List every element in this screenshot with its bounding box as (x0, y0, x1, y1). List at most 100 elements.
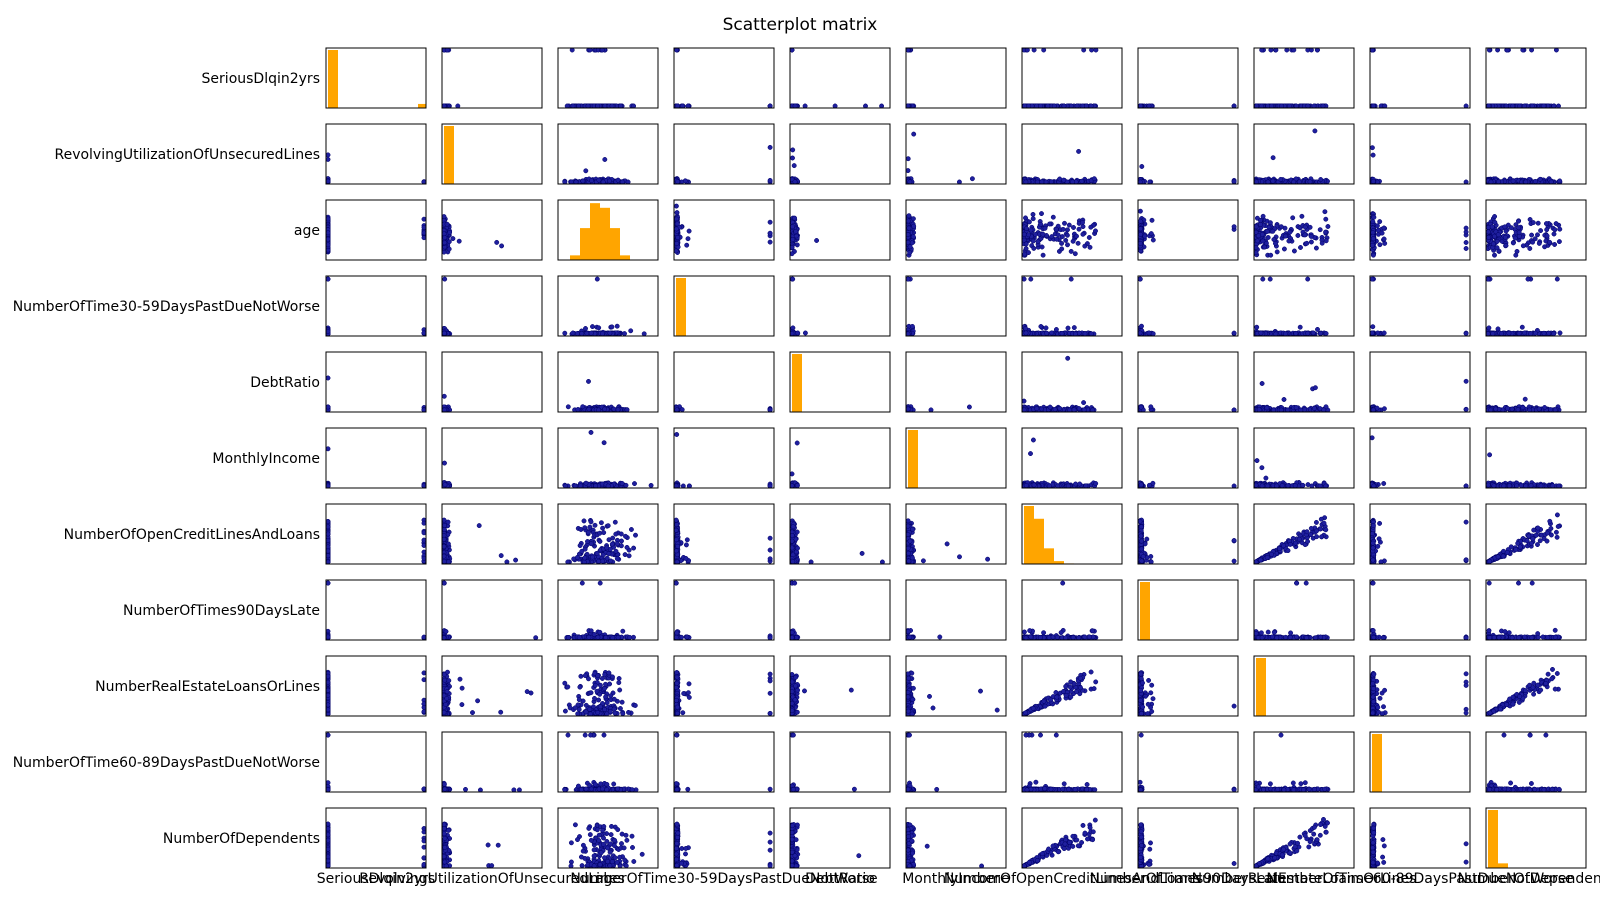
histogram-bar (676, 278, 686, 336)
scatter-point (575, 331, 579, 335)
panel-frame (1138, 48, 1238, 108)
scatter-points (1022, 277, 1096, 336)
scatter-point (1064, 238, 1068, 242)
scatter-point (686, 237, 690, 241)
scatter-point (1538, 228, 1542, 232)
scatter-point (1092, 177, 1096, 181)
scatter-point (1024, 246, 1028, 250)
scatter-point (597, 178, 601, 182)
panel-frame (790, 48, 890, 108)
scatter-point (499, 244, 503, 248)
scatter-point (1040, 245, 1044, 249)
scatter-point (587, 407, 591, 411)
scatter-point (1265, 229, 1269, 233)
scatter-point (1089, 332, 1093, 336)
scatter-point (1503, 235, 1507, 239)
scatter-points (442, 48, 460, 108)
scatter-point (1517, 331, 1521, 335)
scatter-point (1061, 227, 1065, 231)
scatter-point (1529, 332, 1533, 336)
scatter-point (607, 179, 611, 183)
scatter-point (629, 329, 633, 333)
scatter-point (1486, 230, 1490, 234)
scatter-point (685, 243, 689, 247)
scatter-points (442, 277, 452, 336)
scatter-point (1022, 252, 1026, 256)
scatter-point (1464, 246, 1468, 250)
scatter-point (1039, 324, 1043, 328)
scatter-point (1138, 227, 1142, 231)
histogram-bar (600, 208, 610, 260)
scatter-point (1062, 221, 1066, 225)
panel-frame (326, 352, 426, 412)
scatter-point (1319, 177, 1323, 181)
scatter-point (1528, 246, 1532, 250)
scatter-points (1486, 277, 1562, 336)
scatter-point (569, 180, 573, 184)
scatter-point (1514, 253, 1518, 257)
scatter-point (1283, 234, 1287, 238)
scatter-point (1306, 331, 1310, 335)
scatter-point (1275, 250, 1279, 254)
scatter-point (585, 331, 589, 335)
scatter-point (1261, 239, 1265, 243)
scatter-point (814, 238, 818, 242)
scatter-point (1320, 241, 1324, 245)
scatter-point (791, 277, 795, 281)
scatter-point (1138, 219, 1142, 223)
scatter-point (1378, 219, 1382, 223)
scatter-points (1486, 214, 1562, 257)
scatter-point (1279, 225, 1283, 229)
scatter-point (589, 331, 593, 335)
scatter-point (1077, 227, 1081, 231)
scatter-point (1378, 243, 1382, 247)
scatter-point (1138, 277, 1142, 281)
scatter-point (1496, 327, 1500, 331)
panel-frame (674, 124, 774, 184)
panel-frame (906, 276, 1006, 336)
scatter-point (1464, 226, 1468, 230)
scatter-point (1047, 222, 1051, 226)
scatter-point (1050, 234, 1054, 238)
scatter-point (1138, 241, 1142, 245)
scatter-point (1269, 253, 1273, 257)
scatter-points (326, 153, 426, 185)
scatter-point (1147, 331, 1151, 335)
scatter-point (1511, 241, 1515, 245)
scatter-points (565, 48, 636, 108)
scatter-point (589, 178, 593, 182)
scatter-point (1026, 233, 1030, 237)
scatter-point (1552, 242, 1556, 246)
panel-frame (1370, 124, 1470, 184)
scatter-point (1464, 240, 1468, 244)
scatter-point (1371, 179, 1375, 183)
scatter-point (1259, 331, 1263, 335)
scatter-points (906, 277, 916, 336)
scatter-point (1065, 228, 1069, 232)
scatter-points (790, 216, 819, 256)
scatter-point (1060, 331, 1064, 335)
scatter-points (442, 214, 504, 254)
scatter-point (1554, 221, 1558, 225)
panel-frame (1370, 48, 1470, 108)
scatter-point (1093, 229, 1097, 233)
scatter-point (1297, 180, 1301, 184)
scatter-point (1303, 225, 1307, 229)
scatter-points (1254, 210, 1330, 258)
histogram-bar (580, 228, 590, 260)
scatter-point (675, 241, 679, 245)
scatter-point (622, 331, 626, 335)
scatter-point (1070, 180, 1074, 184)
scatter-point (566, 405, 570, 409)
scatter-point (1504, 229, 1508, 233)
scatter-point (457, 239, 461, 243)
scatter-point (675, 180, 679, 184)
scatter-point (1533, 179, 1537, 183)
scatter-point (1069, 249, 1073, 253)
scatter-point (1087, 235, 1091, 239)
histogram-bar (590, 203, 600, 260)
scatter-point (1380, 231, 1384, 235)
scatter-point (1050, 331, 1054, 335)
scatter-point (768, 231, 772, 235)
